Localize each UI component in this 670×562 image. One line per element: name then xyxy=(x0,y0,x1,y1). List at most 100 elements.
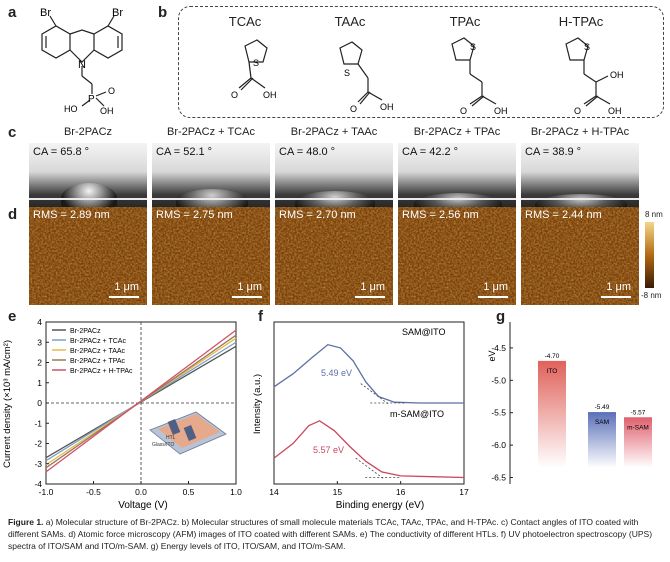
afm-colorbar-bottom-label: -8 nm xyxy=(641,291,662,300)
chart-g-ytick-label: -5.0 xyxy=(491,375,506,385)
chart-f-cutoff-label-2: 5.57 eV xyxy=(313,445,344,455)
p-label: P xyxy=(88,94,95,105)
chart-e-xtick-label: 0.5 xyxy=(183,487,195,497)
chart-g-category-label-1: ITO xyxy=(547,368,558,375)
inset-label-htl: HTL xyxy=(166,435,176,441)
afm-image-3: RMS = 2.70 nm 1 μm xyxy=(275,207,393,305)
chart-g-ytick-label: -5.5 xyxy=(491,408,506,418)
chart-g-ytick-label: -4.5 xyxy=(491,343,506,353)
chart-e-legend-label-1: Br-2PACz xyxy=(70,328,101,335)
chart-e-legend-label-2: Br-2PACz + TCAc xyxy=(70,338,126,345)
afm-image-2: RMS = 2.75 nm 1 μm xyxy=(152,207,270,305)
n-label: N xyxy=(78,59,86,71)
contact-angle-value-4: CA = 42.2 ° xyxy=(402,146,459,158)
chart-f-xtick-label: 16 xyxy=(396,487,406,497)
chart-e-ytick-label: -2 xyxy=(34,439,42,449)
br-left-label: Br xyxy=(40,7,51,19)
panel-label-d: d xyxy=(8,206,18,223)
chart-f-cutoff-tangent-2 xyxy=(355,457,385,480)
taac-s: S xyxy=(344,68,350,78)
contact-angle-image-2: CA = 52.1 ° xyxy=(152,143,270,215)
chart-g-value-label-2: -5.49 xyxy=(595,404,610,411)
chart-e-ytick-label: 1 xyxy=(37,378,42,388)
afm-scale-label-2: 1 μm xyxy=(237,281,262,293)
chart-e-xtick-label: 0.0 xyxy=(135,487,147,497)
tcac-structure: S O OH xyxy=(231,39,277,100)
chart-g-category-label-3: m-SAM xyxy=(627,424,649,431)
contact-angle-value-2: CA = 52.1 ° xyxy=(156,146,213,158)
afm-colorbar-top-label: 8 nm xyxy=(645,210,663,219)
molecule-name-tcac: TCAc xyxy=(228,14,262,29)
chart-f-cutoff-tangent-1 xyxy=(360,383,390,405)
tcac-s: S xyxy=(253,58,259,68)
chart-f-series-label-1: SAM@ITO xyxy=(402,327,445,337)
h-tpac-structure: S OH O OH xyxy=(565,37,624,114)
afm-rms-4: RMS = 2.56 nm xyxy=(402,209,479,221)
chart-e-legend-label-3: Br-2PACz + TAAc xyxy=(70,348,126,355)
chart-e-ytick-label: 2 xyxy=(37,358,42,368)
chart-e-ytick-label: 3 xyxy=(37,337,42,347)
br-right-label: Br xyxy=(112,7,123,19)
afm-scale-bar-5 xyxy=(601,296,631,298)
caption-text: a) Molecular structure of Br-2PACz. b) M… xyxy=(8,517,653,551)
chart-g-ylabel: eV xyxy=(487,350,497,361)
chart-e: -1.0 -0.5 0.0 0.5 1.0 -4 -3 -2 -1 0 1 2 3 4 Br-2PACz B… xyxy=(2,317,242,511)
contact-angle-image-5: CA = 38.9 ° xyxy=(521,143,639,215)
panel-label-b: b xyxy=(158,4,168,21)
chart-f-series-line-2 xyxy=(273,420,465,479)
inset-label-glass: Glass/ITO xyxy=(152,442,175,448)
chart-g-bar-3 xyxy=(624,417,652,468)
contact-angle-value-1: CA = 65.8 ° xyxy=(33,146,90,158)
chart-e-ytick-label: -3 xyxy=(34,459,42,469)
panel-label-c: c xyxy=(8,124,17,141)
contact-angle-value-5: CA = 38.9 ° xyxy=(525,146,582,158)
afm-image-1: RMS = 2.89 nm 1 μm xyxy=(29,207,147,305)
afm-rms-5: RMS = 2.44 nm xyxy=(525,209,602,221)
afm-rms-3: RMS = 2.70 nm xyxy=(279,209,356,221)
afm-image-4: RMS = 2.56 nm 1 μm xyxy=(398,207,516,305)
panel-label-a: a xyxy=(8,4,17,21)
br2pacz-structure: Br Br N P HO OH O xyxy=(40,7,123,116)
chart-g-category-label-2: SAM xyxy=(595,419,609,426)
chart-e-ytick-label: 0 xyxy=(37,398,42,408)
tpac-o: O xyxy=(460,106,467,114)
chart-e-ylabel: Current density (×10³ mA/cm²) xyxy=(2,340,13,468)
tcac-o: O xyxy=(231,90,238,100)
taac-structure: S O OH xyxy=(339,41,394,114)
sam-title-5: Br-2PACz + H-TPAc xyxy=(530,126,630,138)
chart-g-bar-2 xyxy=(588,412,616,468)
chart-e-legend-label-4: Br-2PACz + TPAc xyxy=(70,358,126,365)
molecules-box xyxy=(178,6,664,118)
chart-g-ytick-label: -6.5 xyxy=(491,473,506,483)
o-label: O xyxy=(108,86,115,96)
chart-e-ytick-label: -4 xyxy=(34,479,42,489)
chart-g-value-label-1: -4.70 xyxy=(545,353,560,360)
chart-f-xlabel: Binding energy (eV) xyxy=(336,500,424,511)
chart-e-series-line-5 xyxy=(45,329,237,473)
afm-scale-bar-4 xyxy=(478,296,508,298)
chart-e-xlabel: Voltage (V) xyxy=(118,500,167,511)
chart-g: -4.70 ITO -5.49 SAM -5.57 m-SAM -4.5 -5.0 -5.5 -… xyxy=(487,322,652,484)
chart-f-cutoff-label-1: 5.49 eV xyxy=(321,368,352,378)
afm-scale-bar-1 xyxy=(109,296,139,298)
tpac-s: S xyxy=(470,42,476,52)
chart-e-xtick-label: -0.5 xyxy=(86,487,101,497)
chart-f: 14 15 16 17 SAM@ITO m-SAM@ITO 5.49 eV 5.57 … xyxy=(252,321,469,511)
afm-rms-1: RMS = 2.89 nm xyxy=(33,209,110,221)
h-tpac-oh: OH xyxy=(608,106,622,114)
afm-image-5: RMS = 2.44 nm 1 μm xyxy=(521,207,639,305)
afm-scale-label-4: 1 μm xyxy=(483,281,508,293)
chart-f-xtick-label: 17 xyxy=(459,487,469,497)
molecule-name-tpac: TPAc xyxy=(449,14,481,29)
sam-title-1: Br-2PACz xyxy=(63,126,113,138)
chart-g-ytick-label: -6.0 xyxy=(491,440,506,450)
chart-e-ytick-label: 4 xyxy=(37,317,42,327)
afm-scale-label-5: 1 μm xyxy=(606,281,631,293)
afm-scale-bar-3 xyxy=(355,296,385,298)
chart-f-ylabel: Intensity (a.u.) xyxy=(252,374,263,434)
chart-e-legend-label-5: Br-2PACz + H-TPAc xyxy=(70,368,133,375)
afm-scale-label-3: 1 μm xyxy=(360,281,385,293)
contact-angle-value-3: CA = 48.0 ° xyxy=(279,146,336,158)
sam-title-3: Br-2PACz + TAAc xyxy=(290,126,378,138)
chart-e-xtick-label: -1.0 xyxy=(39,487,54,497)
